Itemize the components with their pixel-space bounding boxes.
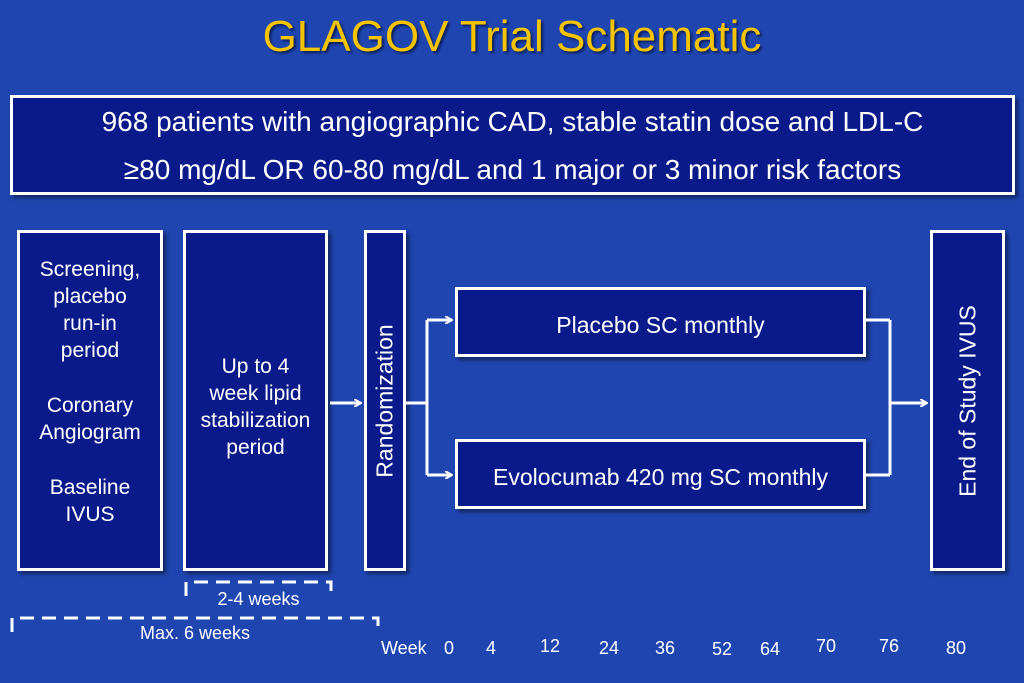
timeline-tick: 64: [760, 639, 781, 659]
screening-line: Angiogram: [39, 421, 141, 444]
screening-line: period: [60, 339, 120, 362]
timeline-tick: 24: [599, 638, 620, 658]
eligibility-line-2: ≥80 mg/dL OR 60-80 mg/dL and 1 major or …: [123, 154, 902, 185]
evolocumab-arm-label: Evolocumab 420 mg SC monthly: [493, 464, 828, 490]
long-duration-label: Max. 6 weeks: [139, 623, 251, 643]
timeline-tick: 70: [816, 636, 837, 656]
long-duration-bracket: [10, 616, 380, 632]
page-title: GLAGOV Trial Schematic: [262, 12, 762, 61]
stabilization-box: Up to 4 week lipid stabilization period: [183, 230, 328, 571]
screening-box: Screening, placebo run-in period Coronar…: [17, 230, 163, 571]
stabilization-line: Up to 4: [221, 355, 290, 378]
stabilization-line: stabilization: [200, 409, 311, 432]
end-of-study-box: End of Study IVUS: [930, 230, 1005, 571]
timeline-tick: 36: [655, 638, 676, 658]
placebo-arm-box: Placebo SC monthly: [455, 287, 866, 357]
screening-line: placebo: [53, 285, 127, 308]
stabilization-line: week lipid: [209, 382, 302, 405]
eligibility-banner: 968 patients with angiographic CAD, stab…: [10, 95, 1015, 195]
timeline-tick: 12: [540, 636, 561, 656]
stabilization-line: period: [226, 436, 285, 459]
screening-line: Screening,: [39, 258, 141, 281]
timeline-label: Week: [381, 638, 427, 658]
short-duration-label: 2-4 weeks: [217, 589, 300, 609]
timeline-tick: 0: [444, 638, 455, 658]
eligibility-line-1: 968 patients with angiographic CAD, stab…: [101, 106, 924, 137]
screening-line: Baseline: [49, 476, 131, 499]
timeline-tick: 52: [712, 639, 733, 659]
screening-line: run-in: [63, 312, 117, 335]
short-duration-bracket: [184, 580, 333, 596]
evolocumab-arm-box: Evolocumab 420 mg SC monthly: [455, 439, 866, 509]
screening-line: IVUS: [65, 503, 115, 526]
placebo-arm-label: Placebo SC monthly: [556, 312, 765, 338]
timeline-tick: 4: [486, 638, 497, 658]
timeline-tick: 76: [879, 636, 900, 656]
randomization-box: Randomization: [364, 230, 406, 571]
screening-line: Coronary: [46, 394, 134, 417]
timeline-tick: 80: [946, 638, 967, 658]
